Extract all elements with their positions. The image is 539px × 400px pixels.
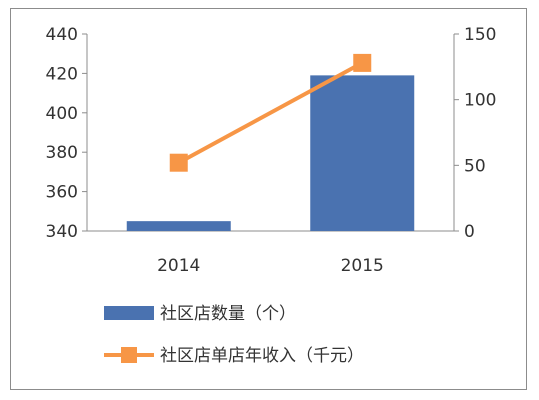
legend: 社区店数量（个） 社区店单店年收入（千元） (104, 304, 364, 366)
line-series (169, 53, 372, 172)
left-tick-label: 420 (46, 64, 78, 84)
left-tick-label: 340 (46, 222, 78, 242)
legend-swatch-bar (104, 306, 154, 320)
bar-series (126, 75, 415, 232)
x-tick-label: 2014 (157, 256, 200, 276)
right-tick-label: 100 (464, 91, 496, 111)
left-tick-label: 380 (46, 143, 78, 163)
x-tick-label: 2015 (341, 256, 384, 276)
chart-frame (10, 8, 527, 390)
bar (126, 221, 231, 231)
legend-label: 社区店单店年收入（千元） (160, 346, 364, 366)
left-tick-label: 400 (46, 104, 78, 124)
left-axis-ticks: 340 360 380 400 420 440 (46, 25, 87, 242)
x-axis-ticks: 2014 2015 (157, 256, 384, 276)
left-tick-label: 360 (46, 183, 78, 203)
legend-label: 社区店数量（个） (160, 304, 296, 324)
series-line (177, 61, 364, 165)
bar (310, 75, 415, 232)
line-point (353, 53, 372, 72)
right-tick-label: 150 (464, 25, 496, 45)
right-tick-label: 50 (464, 156, 486, 176)
line-point (169, 153, 188, 172)
right-tick-label: 0 (464, 222, 475, 242)
legend-swatch-marker (121, 347, 137, 363)
right-axis-ticks: 0 50 100 150 (454, 25, 496, 242)
left-tick-label: 440 (46, 25, 78, 45)
